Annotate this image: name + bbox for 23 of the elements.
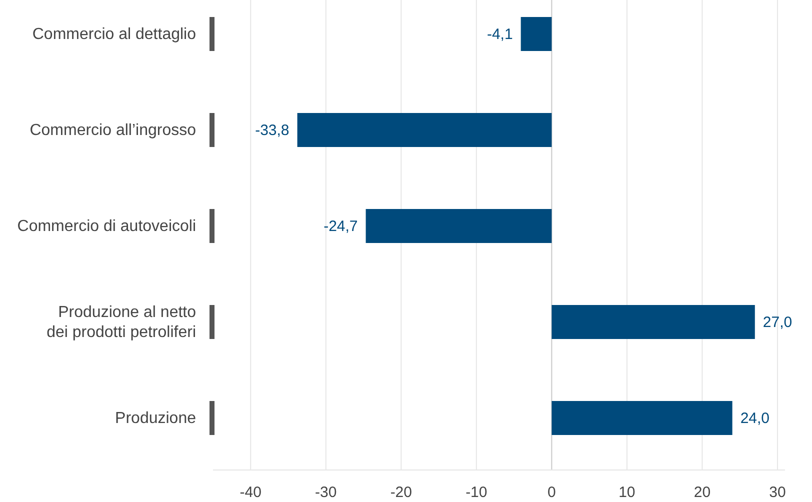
- y-tick-label: Produzione: [115, 410, 196, 427]
- y-tick-label: Commercio all’ingrosso: [30, 122, 196, 139]
- x-tick-label: 20: [694, 484, 711, 501]
- bar: [297, 113, 552, 147]
- data-label: -24,7: [324, 218, 358, 235]
- x-tick-label: -30: [315, 484, 337, 501]
- y-tick-label: Produzione al netto dei prodotti petroliferi: [46, 304, 196, 341]
- bar: [520, 17, 552, 51]
- data-label: 24,0: [740, 410, 770, 427]
- x-tick-label: 10: [618, 484, 636, 501]
- y-tick-label: Commercio di autoveicoli: [17, 218, 196, 235]
- bar: [552, 401, 732, 435]
- data-label: -4,1: [486, 26, 513, 43]
- x-tick-label: -10: [466, 484, 488, 501]
- bar: [552, 305, 755, 339]
- data-label: -33,8: [255, 122, 290, 139]
- x-tick-label: 30: [769, 484, 786, 501]
- data-label: 27,0: [762, 314, 792, 331]
- x-tick-label: -40: [240, 484, 262, 501]
- y-tick-label: Commercio al dettaglio: [32, 26, 196, 43]
- bar: [366, 209, 552, 243]
- x-tick-label: 0: [548, 484, 556, 501]
- x-tick-label: -20: [390, 484, 412, 501]
